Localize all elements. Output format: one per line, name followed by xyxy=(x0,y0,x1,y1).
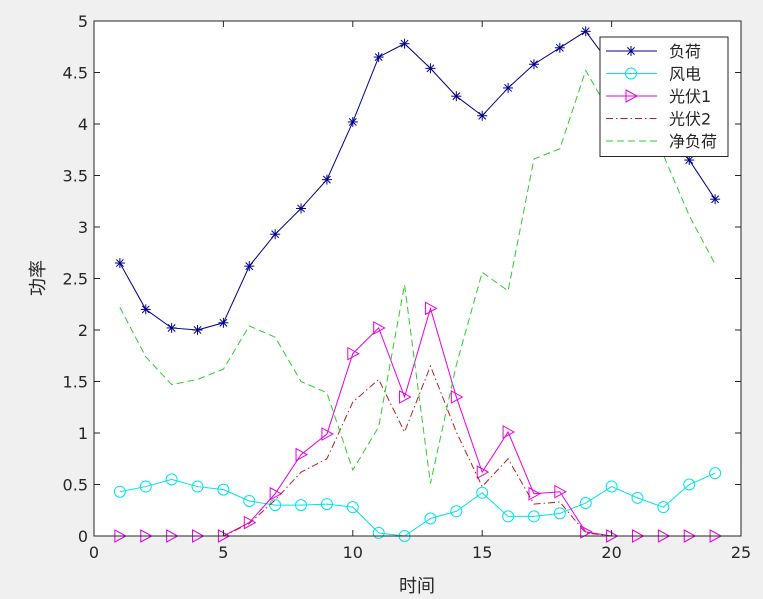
data-point xyxy=(373,321,386,335)
data-point xyxy=(424,512,437,525)
data-point xyxy=(503,82,514,93)
data-point xyxy=(710,194,721,205)
y-tick-label: 0.5 xyxy=(63,476,88,495)
legend-marker xyxy=(626,46,636,56)
x-tick-label: 15 xyxy=(472,543,492,562)
y-tick-label: 3.5 xyxy=(63,167,88,186)
data-point xyxy=(140,304,151,315)
y-axis-label: 功率 xyxy=(28,260,49,296)
y-tick-label: 0 xyxy=(78,527,88,546)
data-point xyxy=(139,480,152,493)
data-point xyxy=(399,390,412,404)
x-tick-label: 25 xyxy=(731,543,751,562)
legend-label: 负荷 xyxy=(669,42,701,61)
data-point xyxy=(554,42,565,53)
data-point xyxy=(346,501,359,514)
legend-entry-2: 风电 xyxy=(606,65,701,84)
data-point xyxy=(580,525,593,539)
legend-box xyxy=(599,36,729,157)
series-2 xyxy=(113,467,722,542)
data-point xyxy=(579,497,592,510)
data-point xyxy=(295,447,309,462)
data-point xyxy=(425,63,436,74)
data-point xyxy=(347,346,360,361)
x-tick-label: 5 xyxy=(218,543,228,562)
data-point xyxy=(476,486,489,499)
data-point xyxy=(477,110,488,121)
data-point xyxy=(192,325,203,335)
data-point xyxy=(269,486,283,501)
data-point xyxy=(218,317,229,328)
x-tick-label: 20 xyxy=(601,543,621,562)
data-point xyxy=(243,494,256,507)
data-point xyxy=(296,203,307,214)
data-point xyxy=(166,322,177,333)
axis-layer: 0 5 10 15 20 25 0 0.5 1 1.5 2 2.5 3 3.5 4 4.5 5 xyxy=(63,12,752,562)
data-point xyxy=(450,390,464,404)
y-tick-label: 1 xyxy=(78,424,88,443)
data-point xyxy=(502,510,515,523)
data-point xyxy=(321,427,334,441)
data-point xyxy=(502,425,516,439)
legend-label: 光伏2 xyxy=(669,110,711,129)
data-point xyxy=(476,465,490,479)
y-tick-label: 4.5 xyxy=(63,64,88,83)
data-point xyxy=(373,52,384,63)
data-point xyxy=(528,59,539,70)
y-tick-label: 4 xyxy=(78,115,88,134)
data-point xyxy=(631,491,644,504)
data-point xyxy=(244,261,255,272)
data-point xyxy=(243,515,257,530)
data-point xyxy=(554,484,567,499)
x-axis-label: 时间 xyxy=(399,576,435,597)
data-point xyxy=(580,26,591,37)
y-tick-label: 5 xyxy=(78,12,88,31)
legend-entry-1: 负荷 xyxy=(606,42,701,61)
legend-label: 净负荷 xyxy=(669,132,717,151)
data-point xyxy=(683,478,696,491)
data-point xyxy=(191,480,204,493)
y-tick-label: 1.5 xyxy=(63,373,88,392)
legend-label: 风电 xyxy=(669,65,701,84)
data-point xyxy=(347,116,358,127)
data-point xyxy=(270,229,281,240)
data-point xyxy=(295,499,308,512)
data-point xyxy=(165,473,178,486)
data-point xyxy=(372,526,385,539)
data-point xyxy=(684,155,695,166)
data-point xyxy=(527,510,540,523)
data-point xyxy=(321,174,332,185)
series-line-2 xyxy=(119,472,716,537)
x-tick-label: 0 xyxy=(89,543,99,562)
y-tick-label: 2 xyxy=(78,321,88,340)
data-point xyxy=(657,501,670,514)
legend-entry-5: 净负荷 xyxy=(606,132,717,151)
data-point xyxy=(451,91,462,102)
data-point xyxy=(709,467,722,480)
y-tick-label: 3 xyxy=(78,218,88,237)
legend-marker xyxy=(625,67,637,80)
legend-label: 光伏1 xyxy=(669,87,711,106)
y-tick-label: 2.5 xyxy=(63,270,88,289)
x-tick-label: 10 xyxy=(343,543,363,562)
data-point xyxy=(450,505,463,518)
legend-entry-3: 光伏1 xyxy=(606,87,711,106)
data-point xyxy=(399,38,410,49)
data-point xyxy=(424,301,438,316)
data-point xyxy=(553,507,566,520)
data-point xyxy=(605,480,618,493)
data-point xyxy=(114,258,125,269)
data-point xyxy=(528,486,542,501)
legend-marker xyxy=(625,89,639,103)
data-point xyxy=(113,485,126,498)
legend-entry-4: 光伏2 xyxy=(606,110,711,129)
data-point xyxy=(217,483,230,496)
data-point xyxy=(320,498,333,511)
